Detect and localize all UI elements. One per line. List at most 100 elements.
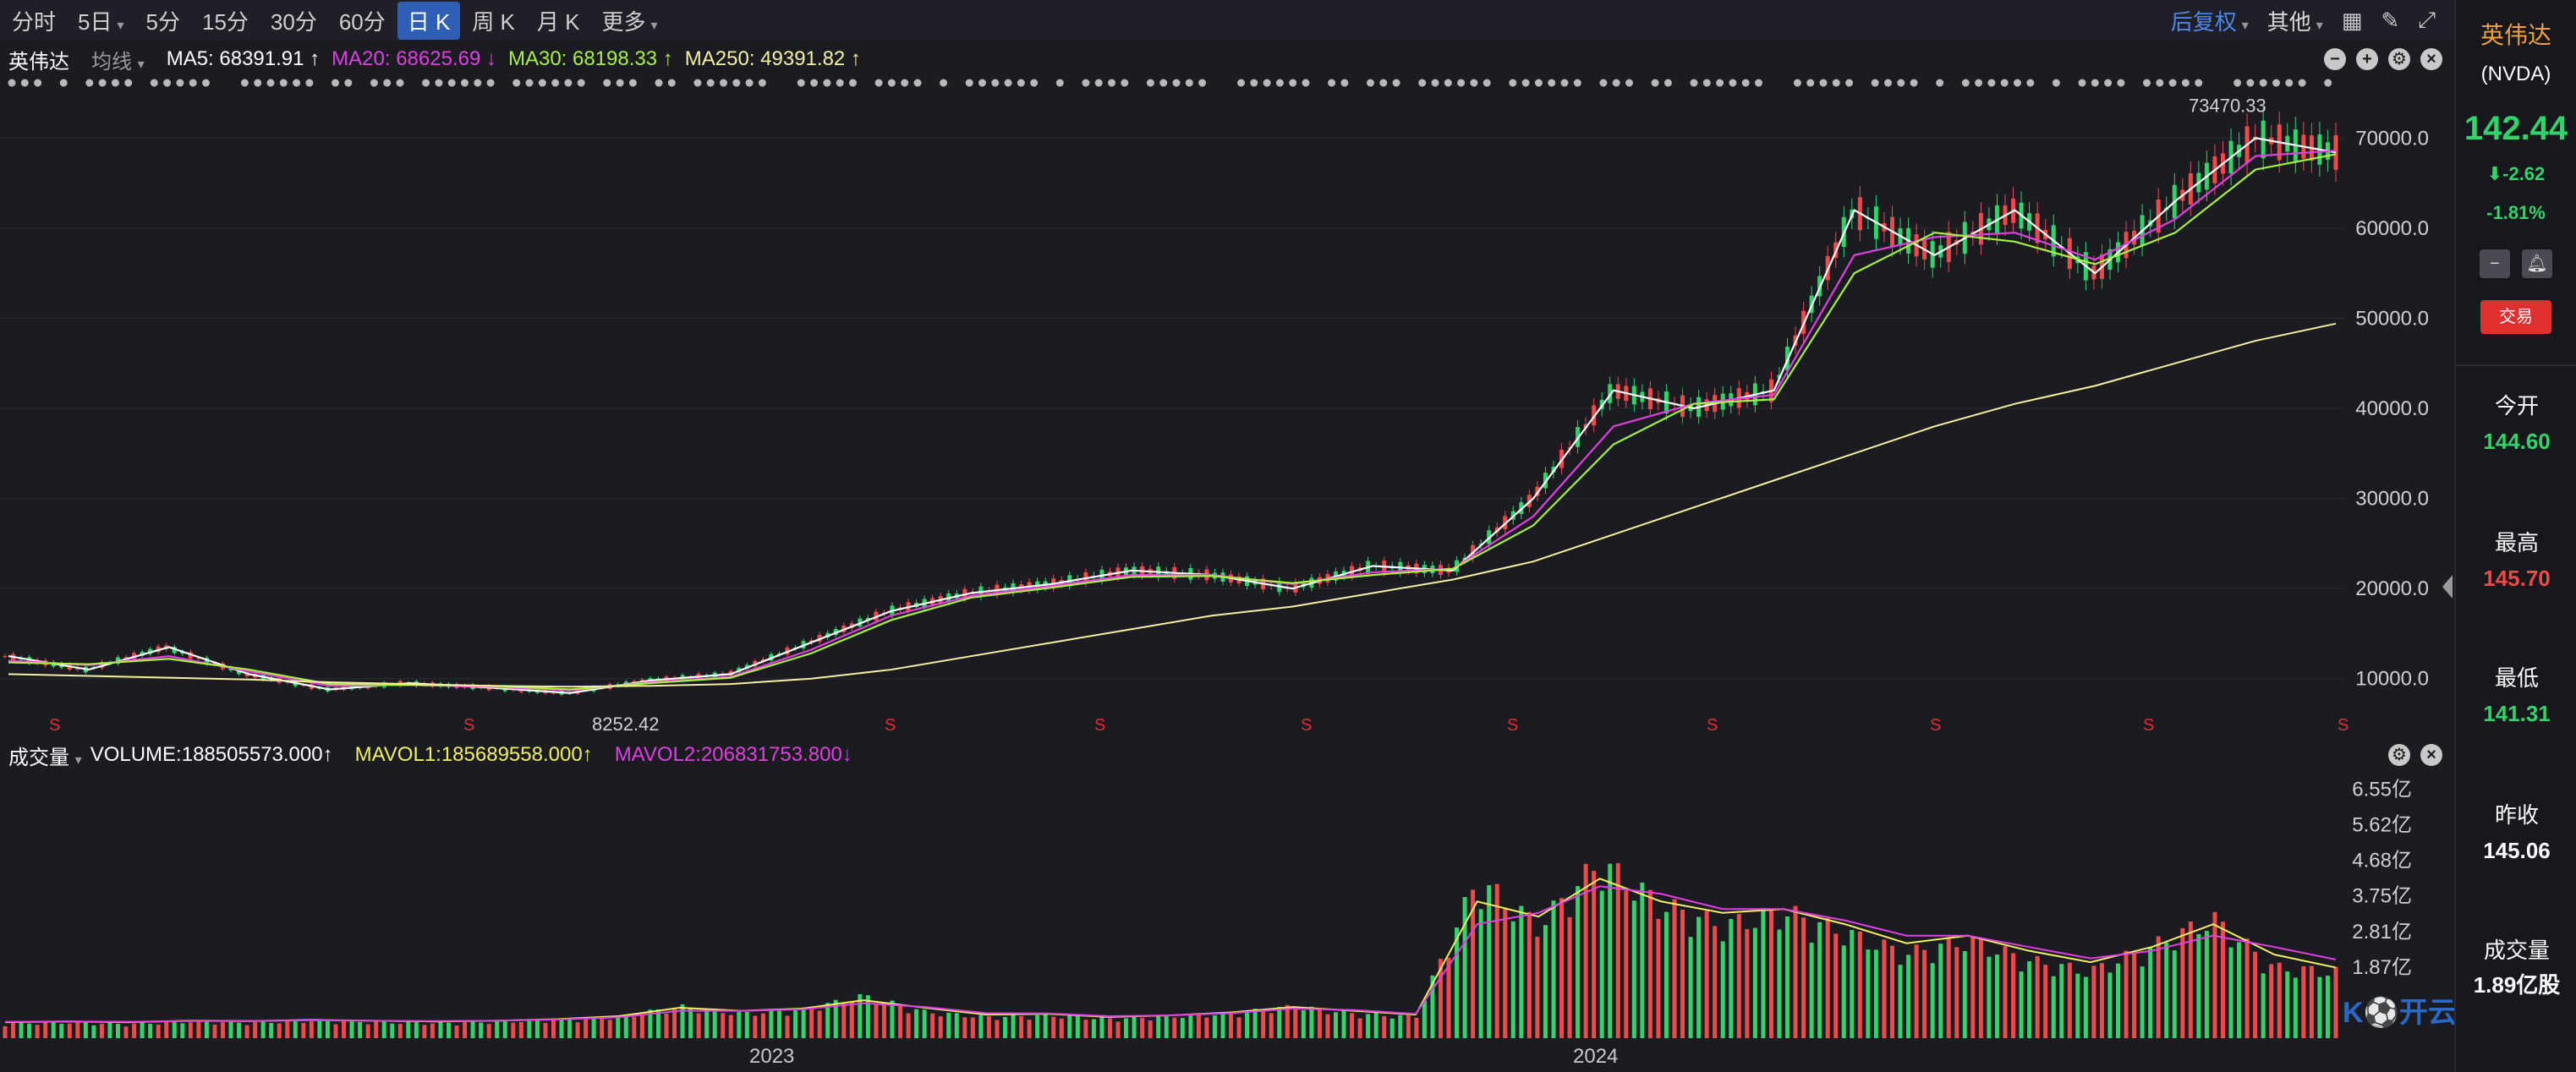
event-dot [2246, 79, 2255, 87]
volume-bar [1809, 943, 1814, 1038]
tab-fenshi[interactable]: 分时 [12, 8, 57, 35]
volume-bar [1422, 1000, 1427, 1038]
low-value: 141.31 [2483, 701, 2551, 726]
volume-bar [19, 1021, 24, 1038]
tab-monthly-k[interactable]: 月 K [536, 8, 580, 35]
candle-body [172, 647, 177, 654]
ma30-label: MA30: 68198.33 ↑ [507, 47, 673, 70]
event-dot [1716, 79, 1724, 87]
volume-bar [1761, 908, 1766, 1038]
volume-bar [793, 1010, 798, 1038]
event-dot [1975, 79, 1983, 87]
close-icon[interactable]: × [2420, 744, 2442, 766]
volume-bar [1592, 871, 1597, 1038]
high-stat: 最高 145.70 [2456, 526, 2576, 592]
volume-bar [1559, 898, 1565, 1038]
indicator-dropdown[interactable]: 均线 ▾ [91, 45, 145, 74]
event-dot [525, 79, 534, 87]
volume-bar [584, 1018, 589, 1038]
volume-bar [704, 1009, 710, 1038]
volume-bar [930, 1013, 935, 1038]
event-dot [913, 79, 922, 87]
tab-15min[interactable]: 15分 [201, 8, 249, 35]
volume-bar [1277, 1006, 1282, 1038]
ma20-label: MA20: 68625.69 ↓ [332, 47, 496, 70]
gear-icon[interactable]: ⚙ [2388, 48, 2410, 70]
tab-weekly-k[interactable]: 周 K [472, 8, 515, 35]
volume-bar [260, 1020, 266, 1038]
close-icon[interactable]: × [2420, 48, 2442, 70]
volume-chart[interactable]: 6.55亿 5.62亿 4.68亿 3.75亿 2.81亿 1.87亿 [0, 771, 2453, 1038]
event-dot [1444, 79, 1452, 87]
vol-y-tick-label: 6.55亿 [2352, 779, 2412, 801]
pen-draw-icon[interactable]: ✎ [2381, 7, 2400, 33]
volume-bar [123, 1026, 129, 1038]
tab-5min[interactable]: 5分 [145, 8, 180, 35]
volume-bar [664, 1013, 669, 1038]
event-dot [1936, 79, 1944, 87]
volume-bar [43, 1021, 48, 1038]
volume-bar [2075, 973, 2080, 1038]
event-dot [2168, 79, 2177, 87]
volume-bar [196, 1020, 201, 1038]
volume-bar [1624, 890, 1629, 1038]
price-chart[interactable]: 70000.0 60000.0 50000.0 40000.0 30000.0 20000… [0, 76, 2453, 737]
event-dot [1987, 79, 1996, 87]
trade-button[interactable]: 交易 [2480, 300, 2551, 334]
plus-icon[interactable]: + [2356, 48, 2378, 70]
open-value: 144.60 [2483, 429, 2551, 454]
tab-daily-k[interactable]: 日 K [397, 1, 461, 40]
volume-bar [1906, 954, 1911, 1038]
volume-bar [728, 1015, 733, 1038]
event-dot [2026, 79, 2035, 87]
volume-bar [237, 1022, 242, 1038]
volume-bar [422, 1025, 427, 1038]
volume-bar [502, 1020, 507, 1038]
volume-bar [75, 1021, 80, 1038]
volume-bar [954, 1013, 959, 1038]
volume-bar [1663, 911, 1669, 1038]
remove-watchlist-button[interactable]: − [2480, 249, 2510, 278]
tab-more[interactable]: 更多 ▾ [591, 2, 667, 40]
volume-bar [688, 1008, 693, 1038]
volume-bar [2269, 964, 2274, 1038]
event-dot [2091, 79, 2099, 87]
volume-bar [2043, 965, 2048, 1038]
volume-bar [518, 1022, 523, 1038]
adjust-dropdown[interactable]: 后复权 ▾ [2171, 5, 2249, 36]
volume-panel-controls: ⚙ × [2388, 744, 2442, 766]
volume-bar [1357, 1018, 1362, 1038]
fullscreen-icon[interactable]: ⤢ [2418, 7, 2436, 32]
volume-bar [833, 999, 838, 1038]
gear-icon[interactable]: ⚙ [2388, 744, 2410, 766]
tab-60min[interactable]: 60分 [338, 8, 386, 35]
tab-5day[interactable]: 5日 ▾ [68, 2, 134, 40]
volume-bar [1962, 950, 1967, 1038]
volume-bar [1970, 936, 1976, 1038]
volume-legend: 成交量 ▾ VOLUME:188505573.000↑ MAVOL1:18568… [0, 739, 2453, 771]
event-dot [965, 79, 973, 87]
event-dot [1548, 79, 1556, 87]
volume-bar [1647, 889, 1652, 1038]
event-dot [2014, 79, 2021, 87]
prev-close-stat: 昨收 145.06 [2456, 798, 2576, 864]
event-dot [254, 79, 262, 87]
vol-y-tick-label: 5.62亿 [2352, 814, 2412, 837]
minus-icon[interactable]: − [2324, 48, 2346, 70]
other-dropdown[interactable]: 其他 ▾ [2267, 5, 2323, 36]
main-panel-controls: − + ⚙ × [2324, 48, 2442, 70]
volume-bar [1406, 1015, 1411, 1038]
volume-bar [446, 1022, 451, 1038]
alert-bell-icon[interactable]: 🔔︎ [2522, 249, 2552, 278]
volume-bar [1204, 1017, 1209, 1038]
volume-bar [91, 1025, 96, 1038]
grid-layout-icon[interactable]: ▦ [2341, 7, 2363, 33]
volume-bar [1083, 1020, 1088, 1038]
tab-30min[interactable]: 30分 [270, 8, 317, 35]
volume-bar [333, 1024, 338, 1038]
volume-bar [2148, 946, 2153, 1038]
volume-indicator-dropdown[interactable]: 成交量 ▾ [8, 741, 82, 770]
event-dot [991, 79, 1000, 87]
event-dot [474, 79, 482, 87]
volume-bar [737, 1011, 742, 1038]
